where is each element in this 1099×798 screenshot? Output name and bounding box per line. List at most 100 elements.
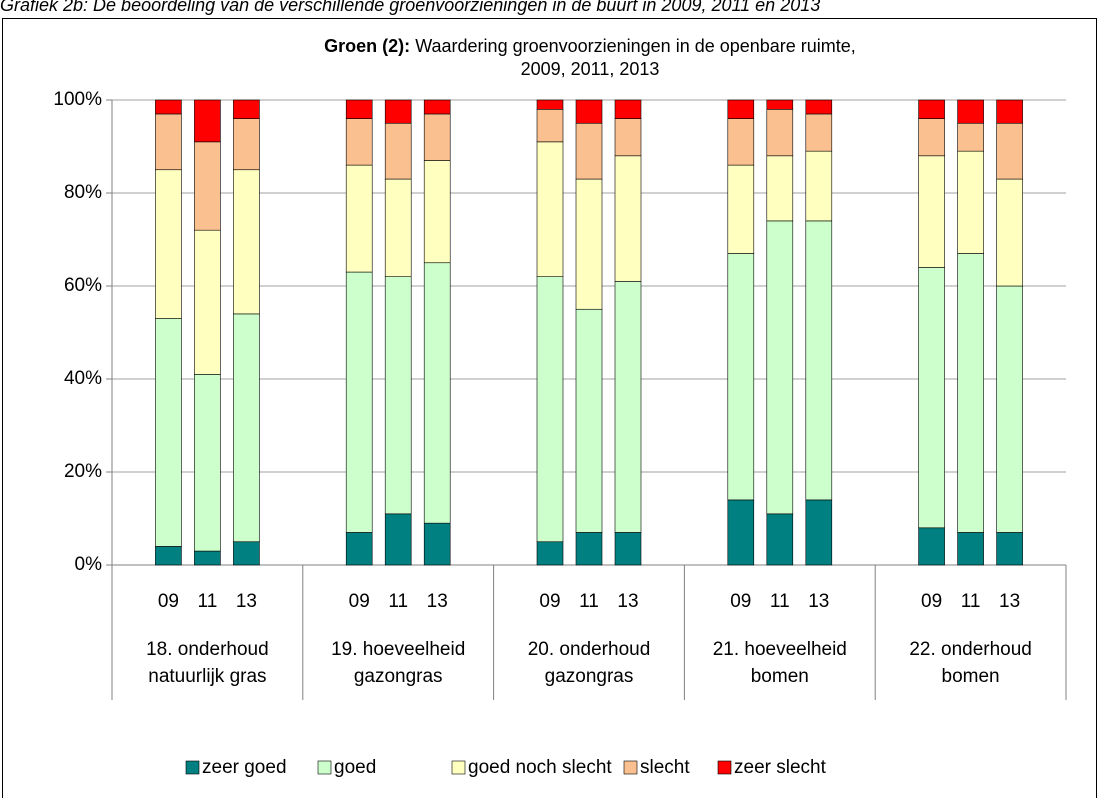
bar-segment xyxy=(766,155,794,222)
bar-segment xyxy=(614,532,642,566)
bar-segment xyxy=(766,220,794,515)
legend-label: goed xyxy=(334,757,376,778)
bar-segment xyxy=(996,532,1023,566)
bar-segment xyxy=(575,308,603,533)
bar-segment xyxy=(957,253,984,533)
bar-segment xyxy=(345,271,373,533)
bar-segment xyxy=(575,122,603,180)
bar-segment xyxy=(957,532,984,566)
bar-segment xyxy=(233,118,260,171)
bar-segment xyxy=(727,118,755,166)
legend-swatch xyxy=(717,760,732,775)
legend-label: goed noch slecht xyxy=(468,757,612,778)
x-tick-label: 09 xyxy=(730,591,751,612)
x-tick-label: 11 xyxy=(388,591,408,612)
bar-segment xyxy=(536,541,564,566)
x-tick-label: 13 xyxy=(236,591,257,612)
y-tick-label: 0% xyxy=(75,554,103,575)
chart-title: Groen (2): Waardering groenvoorzieningen… xyxy=(324,36,856,56)
bar-segment xyxy=(766,513,794,566)
bar-segment xyxy=(155,318,182,547)
x-tick-label: 09 xyxy=(158,591,179,612)
bar-segment xyxy=(536,109,564,143)
bar-segment xyxy=(423,99,451,115)
caption: Grafiek 2b: De beoordeling van de versch… xyxy=(0,0,820,15)
bar-segment xyxy=(575,99,603,124)
title-text: Waardering groenvoorzieningen in de open… xyxy=(415,36,856,56)
title-bold: Groen (2): xyxy=(324,36,410,56)
legend-label: zeer slecht xyxy=(734,757,827,778)
bar-segment xyxy=(805,499,833,566)
bar-segment xyxy=(423,113,451,161)
bar-segment xyxy=(614,281,642,533)
x-tick-label: 09 xyxy=(921,591,942,612)
bar-segment xyxy=(194,99,221,143)
x-tick-label: 11 xyxy=(198,591,218,612)
bar-segment xyxy=(918,527,945,566)
x-tick-label: 13 xyxy=(999,591,1020,612)
bar-segment xyxy=(345,532,373,566)
bar-segment xyxy=(805,113,833,152)
y-tick-label: 60% xyxy=(64,275,102,296)
bar-segment xyxy=(996,285,1023,533)
legend-label: zeer goed xyxy=(202,757,287,778)
y-tick-label: 80% xyxy=(64,182,102,203)
bar-segment xyxy=(345,99,373,119)
bar-segment xyxy=(233,169,260,315)
y-tick-label: 20% xyxy=(64,461,102,482)
bar-segment xyxy=(727,99,755,119)
bar-segment xyxy=(194,550,221,566)
legend-swatch xyxy=(185,760,200,775)
x-tick-label: 11 xyxy=(961,591,981,612)
bar-segment xyxy=(194,374,221,552)
x-tick-label: 09 xyxy=(539,591,560,612)
bar-segment xyxy=(233,99,260,119)
bar-segment xyxy=(155,546,182,566)
y-tick-label: 40% xyxy=(64,368,102,389)
bar-segment xyxy=(918,155,945,268)
bar-segment xyxy=(996,99,1023,124)
group-label: 19. hoeveelheid xyxy=(331,639,465,660)
bar-segment xyxy=(727,164,755,254)
bar-segment xyxy=(727,499,755,566)
bar-segment xyxy=(155,99,182,115)
group-label: 20. onderhoud xyxy=(528,639,651,660)
bar-segment xyxy=(345,164,373,273)
bar-segment xyxy=(996,178,1023,287)
legend-label: slecht xyxy=(640,757,690,778)
x-tick-label: 13 xyxy=(427,591,448,612)
chart-title-line2: 2009, 2011, 2013 xyxy=(521,59,660,79)
bar-segment xyxy=(194,229,221,375)
bar-segment xyxy=(384,513,412,566)
group-label: gazongras xyxy=(545,666,634,687)
group-label: 21. hoeveelheid xyxy=(713,639,847,660)
bar-segment xyxy=(423,160,451,264)
legend-swatch xyxy=(317,760,332,775)
bar-segment xyxy=(155,169,182,319)
bar-segment xyxy=(805,150,833,222)
bar-segment xyxy=(345,118,373,166)
x-tick-label: 13 xyxy=(808,591,829,612)
bar-segment xyxy=(384,99,412,124)
bar-segment xyxy=(957,122,984,152)
bar-segment xyxy=(233,541,260,566)
group-label: bomen xyxy=(942,666,1000,687)
x-tick-label: 09 xyxy=(349,591,370,612)
bar-segment xyxy=(536,99,564,110)
bar-segment xyxy=(384,122,412,180)
x-tick-label: 13 xyxy=(617,591,638,612)
bar-segment xyxy=(384,276,412,515)
bar-segment xyxy=(614,155,642,282)
bar-segment xyxy=(423,522,451,566)
bar-segment xyxy=(575,178,603,310)
bar-segment xyxy=(233,313,260,543)
group-label: gazongras xyxy=(354,666,443,687)
bar-segment xyxy=(918,99,945,119)
chart-frame xyxy=(2,18,1097,798)
group-label: natuurlijk gras xyxy=(148,666,266,687)
bar-segment xyxy=(575,532,603,566)
x-tick-label: 11 xyxy=(579,591,599,612)
y-tick-label: 100% xyxy=(53,89,102,110)
bar-segment xyxy=(996,122,1023,180)
